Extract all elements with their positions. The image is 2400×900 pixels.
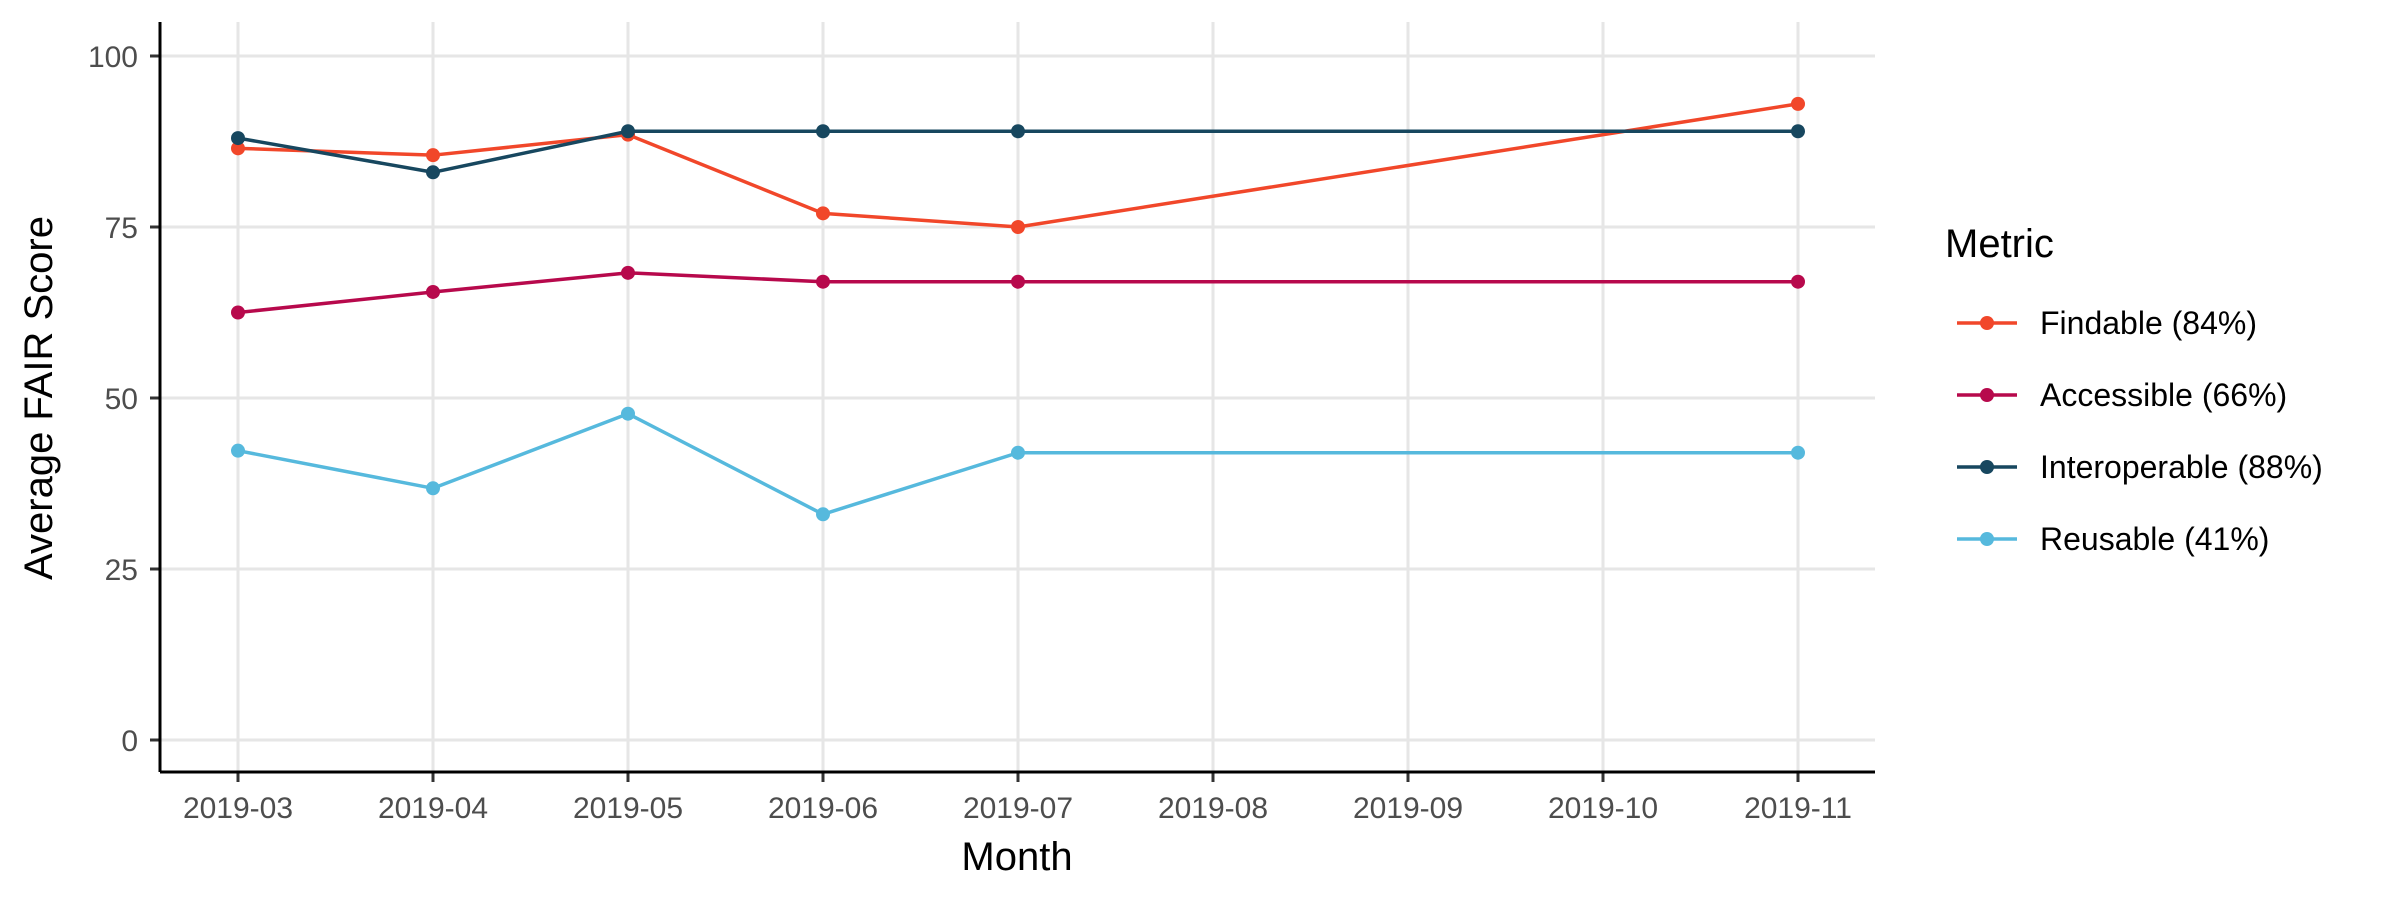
legend-item: Interoperable (88%) <box>1957 449 2323 485</box>
legend-key-point <box>1980 316 1994 330</box>
data-point <box>231 305 245 320</box>
data-point <box>621 265 635 280</box>
x-tick-label: 2019-08 <box>1158 792 1268 825</box>
data-point <box>816 507 830 522</box>
data-point <box>1791 274 1805 289</box>
y-tick-label: 50 <box>105 383 138 416</box>
series-line <box>237 271 1798 315</box>
y-tick-label: 75 <box>105 212 138 245</box>
x-tick-label: 2019-04 <box>378 792 488 825</box>
y-axis-title: Average FAIR Score <box>17 216 61 580</box>
tick-labels: 2019-03 2019-04 2019-05 2019-06 2019-07 2019-… <box>88 41 1852 825</box>
data-point <box>816 124 830 139</box>
y-tick-label: 0 <box>121 725 138 758</box>
series-1 <box>231 265 1805 320</box>
y-tick-label: 100 <box>88 41 138 74</box>
legend-label: Accessible (66%) <box>2040 377 2287 413</box>
data-point <box>426 148 440 163</box>
x-tick-label: 2019-07 <box>963 792 1073 825</box>
data-point <box>1011 124 1025 139</box>
axes <box>150 22 1875 782</box>
x-axis-title: Month <box>961 835 1072 879</box>
legend-label: Reusable (41%) <box>2040 521 2269 557</box>
x-tick-label: 2019-11 <box>1744 792 1852 825</box>
data-point <box>816 274 830 289</box>
legend-title: Metric <box>1945 222 2054 266</box>
legend-key-point <box>1980 460 1994 474</box>
legend-label: Interoperable (88%) <box>2040 449 2323 485</box>
y-tick-label: 25 <box>105 554 138 587</box>
series-line <box>237 129 1798 175</box>
legend-key-point <box>1980 532 1994 546</box>
series-2 <box>231 124 1805 180</box>
data-point <box>426 165 440 180</box>
series-line <box>237 411 1798 517</box>
data-point <box>1011 220 1025 234</box>
data-point <box>1011 274 1025 289</box>
data-point <box>816 206 830 221</box>
data-point <box>1791 124 1805 139</box>
legend-item: Findable (84%) <box>1957 305 2257 341</box>
data-point <box>231 443 245 458</box>
data-point <box>426 284 440 299</box>
data-point <box>231 131 245 146</box>
data-point <box>621 406 635 421</box>
legend-item: Accessible (66%) <box>1957 377 2287 413</box>
legend-item: Reusable (41%) <box>1957 521 2269 557</box>
x-tick-label: 2019-10 <box>1548 792 1658 825</box>
x-tick-label: 2019-03 <box>183 792 293 825</box>
x-tick-label: 2019-05 <box>573 792 683 825</box>
data-point <box>1791 445 1805 460</box>
data-point <box>426 481 440 496</box>
x-tick-label: 2019-09 <box>1353 792 1463 825</box>
series-line <box>237 102 1799 229</box>
series-lines <box>231 96 1805 522</box>
data-point <box>231 141 245 156</box>
data-point <box>1011 445 1025 460</box>
legend: Metric Findable (84%) Accessible (66%) Int… <box>1945 222 2323 557</box>
data-point <box>1791 96 1805 111</box>
series-0 <box>231 96 1805 234</box>
data-point <box>621 124 635 139</box>
legend-label: Findable (84%) <box>2040 305 2257 341</box>
legend-key-point <box>1980 388 1994 402</box>
x-tick-label: 2019-06 <box>768 792 878 825</box>
series-3 <box>231 406 1805 522</box>
